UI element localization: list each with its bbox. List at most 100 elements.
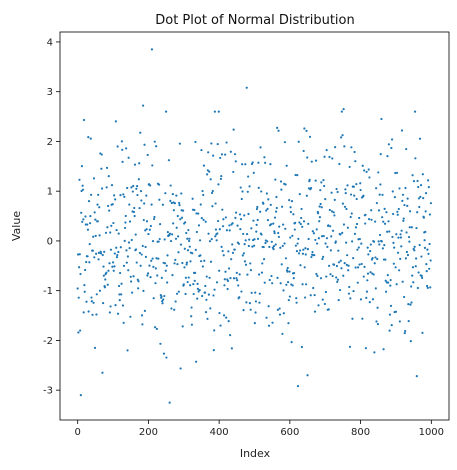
data-point	[118, 293, 121, 296]
data-point	[155, 327, 158, 331]
data-point	[113, 265, 116, 268]
data-point	[341, 134, 344, 137]
data-point	[377, 171, 380, 174]
data-point	[107, 175, 110, 178]
data-point	[320, 206, 323, 209]
data-point	[193, 279, 196, 282]
data-point	[238, 273, 241, 276]
data-point	[190, 323, 194, 326]
data-point	[102, 274, 105, 277]
data-point	[410, 301, 413, 304]
data-point	[284, 257, 288, 260]
data-point	[413, 110, 417, 113]
data-point	[253, 322, 256, 325]
data-point	[148, 228, 151, 231]
data-point	[235, 277, 238, 280]
data-point	[299, 249, 302, 252]
data-point	[114, 304, 117, 307]
data-point	[179, 367, 182, 370]
data-point	[260, 271, 264, 274]
data-point	[204, 311, 208, 314]
data-point	[282, 289, 285, 292]
data-point	[355, 197, 358, 201]
data-point	[193, 208, 196, 212]
x-tick-label: 600	[280, 427, 299, 438]
data-point	[239, 218, 243, 221]
data-point	[78, 253, 81, 256]
data-point	[165, 264, 168, 267]
data-point	[323, 302, 326, 306]
data-point	[85, 260, 88, 264]
data-point	[289, 236, 292, 239]
data-point	[364, 347, 367, 350]
data-point	[192, 292, 195, 296]
data-point	[237, 284, 240, 287]
data-point	[321, 257, 324, 261]
data-point	[324, 197, 327, 201]
data-point	[87, 200, 91, 203]
data-point	[317, 212, 320, 215]
data-point	[405, 250, 409, 254]
data-point	[387, 281, 390, 284]
data-point	[409, 210, 412, 213]
data-point	[394, 310, 398, 313]
data-point	[342, 108, 345, 111]
data-point	[414, 265, 417, 268]
data-point	[166, 254, 169, 257]
data-point	[130, 186, 133, 189]
data-point	[141, 244, 144, 248]
data-point	[392, 212, 395, 216]
data-point	[420, 255, 423, 258]
data-point	[402, 295, 406, 299]
data-point	[363, 169, 366, 172]
data-point	[406, 204, 409, 208]
data-point	[78, 266, 81, 269]
data-point	[273, 232, 276, 235]
data-point	[259, 146, 262, 149]
data-point	[189, 260, 192, 263]
data-point	[417, 271, 420, 274]
data-point	[130, 238, 133, 242]
data-point	[142, 289, 145, 292]
data-point	[172, 222, 175, 225]
data-point	[113, 194, 116, 197]
data-point	[407, 319, 410, 323]
data-point	[319, 277, 323, 280]
data-point	[236, 279, 239, 282]
data-point	[146, 272, 150, 275]
data-point	[194, 248, 197, 252]
data-point	[162, 298, 165, 301]
data-point	[360, 262, 363, 266]
data-point	[366, 246, 369, 249]
data-point	[131, 190, 134, 193]
data-point	[241, 254, 244, 257]
data-point	[176, 214, 179, 218]
data-point	[249, 308, 252, 311]
data-point	[121, 148, 124, 151]
data-point	[125, 249, 128, 252]
data-point	[190, 315, 193, 318]
data-point	[99, 252, 103, 255]
data-point	[280, 263, 283, 266]
data-point	[175, 226, 178, 229]
data-point	[289, 206, 292, 209]
data-point	[297, 252, 301, 255]
data-point	[87, 310, 90, 313]
data-point	[413, 249, 416, 252]
data-point	[314, 179, 317, 182]
data-point	[93, 256, 96, 259]
data-point	[315, 228, 318, 231]
data-point	[352, 257, 355, 260]
data-point	[284, 183, 287, 186]
data-point	[92, 177, 96, 180]
data-point	[228, 229, 231, 232]
data-point	[161, 203, 165, 206]
data-point	[348, 285, 351, 289]
data-point	[83, 284, 86, 287]
data-point	[361, 317, 364, 320]
data-point	[140, 199, 143, 202]
data-point	[79, 394, 82, 397]
data-point	[355, 182, 358, 186]
data-point	[278, 307, 281, 310]
data-point	[202, 193, 205, 197]
